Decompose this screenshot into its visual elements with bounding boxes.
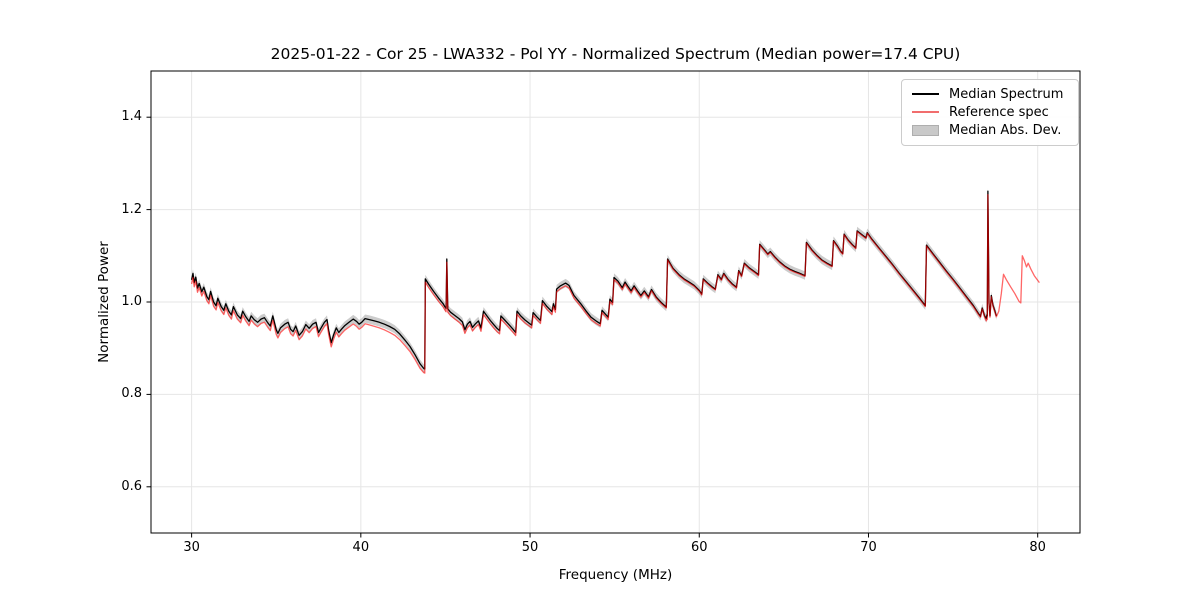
median-abs-dev-patch-swatch bbox=[912, 125, 939, 137]
legend-entry-median-spectrum: Median Spectrum bbox=[912, 87, 1068, 102]
legend-label-reference-spec: Reference spec bbox=[949, 104, 1049, 120]
x-axis-label: Frequency (MHz) bbox=[558, 567, 673, 583]
reference-spec-line-swatch bbox=[912, 111, 939, 114]
reference-spec-line bbox=[190, 194, 1040, 374]
y-tick-label-1.4: 1.4 bbox=[121, 109, 142, 125]
legend-entry-median-abs-dev: Median Abs. Dev. bbox=[912, 123, 1068, 138]
legend: Median Spectrum Reference spec Median Ab… bbox=[901, 79, 1079, 146]
x-tick-label-50: 50 bbox=[521, 540, 539, 555]
x-tick-label-40: 40 bbox=[352, 540, 370, 555]
y-tick-label-1.0: 1.0 bbox=[121, 294, 142, 309]
legend-label-median-spectrum: Median Spectrum bbox=[949, 86, 1064, 102]
legend-label-median-abs-dev: Median Abs. Dev. bbox=[949, 123, 1062, 139]
x-tick-label-30: 30 bbox=[183, 540, 200, 555]
y-tick-label-1.2: 1.2 bbox=[121, 201, 142, 217]
x-tick-label-60: 60 bbox=[690, 540, 708, 555]
y-tick-label-0.6: 0.6 bbox=[121, 478, 142, 494]
chart-title: 2025-01-22 - Cor 25 - LWA332 - Pol YY - … bbox=[270, 45, 961, 63]
y-tick-label-0.8: 0.8 bbox=[121, 386, 142, 402]
median-spectrum-line-swatch bbox=[912, 93, 939, 96]
median-abs-dev-band bbox=[191, 187, 997, 374]
median-spectrum-line bbox=[190, 190, 998, 370]
x-tick-label-70: 70 bbox=[860, 540, 877, 555]
x-tick-label-80: 80 bbox=[1029, 540, 1046, 555]
legend-entry-reference-spec: Reference spec bbox=[912, 105, 1068, 120]
